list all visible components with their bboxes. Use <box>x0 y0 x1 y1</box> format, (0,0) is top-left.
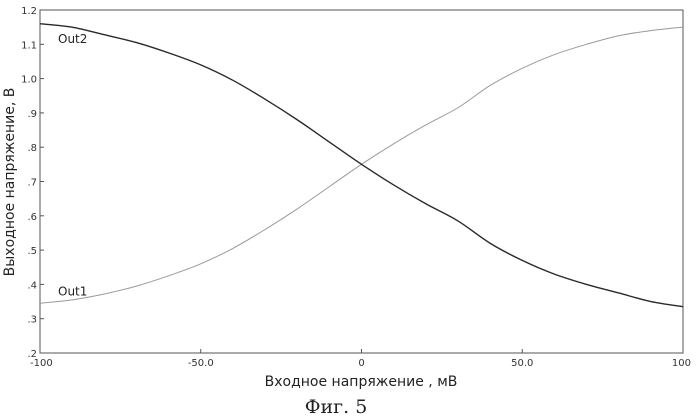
x-axis-ticks: -100-50.0050.0100 <box>30 349 691 369</box>
y-tick-label: .5 <box>27 246 37 257</box>
y-tick-label: .9 <box>27 109 37 120</box>
y-tick-label: 1.2 <box>21 6 37 17</box>
x-tick-label: -50.0 <box>188 358 214 369</box>
y-tick-label: .3 <box>27 315 37 326</box>
y-tick-label: .2 <box>27 349 37 360</box>
y-tick-label: .7 <box>27 178 37 189</box>
y-tick-label: 1.0 <box>21 75 37 86</box>
series-label-out2: Out2 <box>58 32 87 46</box>
y-axis-title: Выходное напряжение, В <box>2 88 18 277</box>
x-tick-label: 100 <box>672 358 691 369</box>
y-tick-label: .8 <box>27 143 37 154</box>
y-axis-ticks: .2 .3 .4 .5 .6 .7 .8 .9 1.0 1.1 1.2 <box>21 6 44 360</box>
y-tick-label: 1.1 <box>21 40 37 51</box>
figure-caption: Фиг. 5 <box>305 396 368 418</box>
series-layer <box>40 24 683 307</box>
series-label-out1: Out1 <box>58 284 87 298</box>
series-labels: Out1 Out2 <box>58 32 87 298</box>
y-tick-label: .4 <box>27 280 37 291</box>
plot-frame <box>40 10 683 353</box>
x-axis-title: Входное напряжение , мВ <box>265 374 458 390</box>
x-tick-label: 0 <box>358 358 364 369</box>
y-tick-label: .6 <box>27 212 37 223</box>
series-line-out1 <box>40 27 683 303</box>
series-line-out2 <box>40 24 683 307</box>
x-tick-label: 50.0 <box>511 358 533 369</box>
